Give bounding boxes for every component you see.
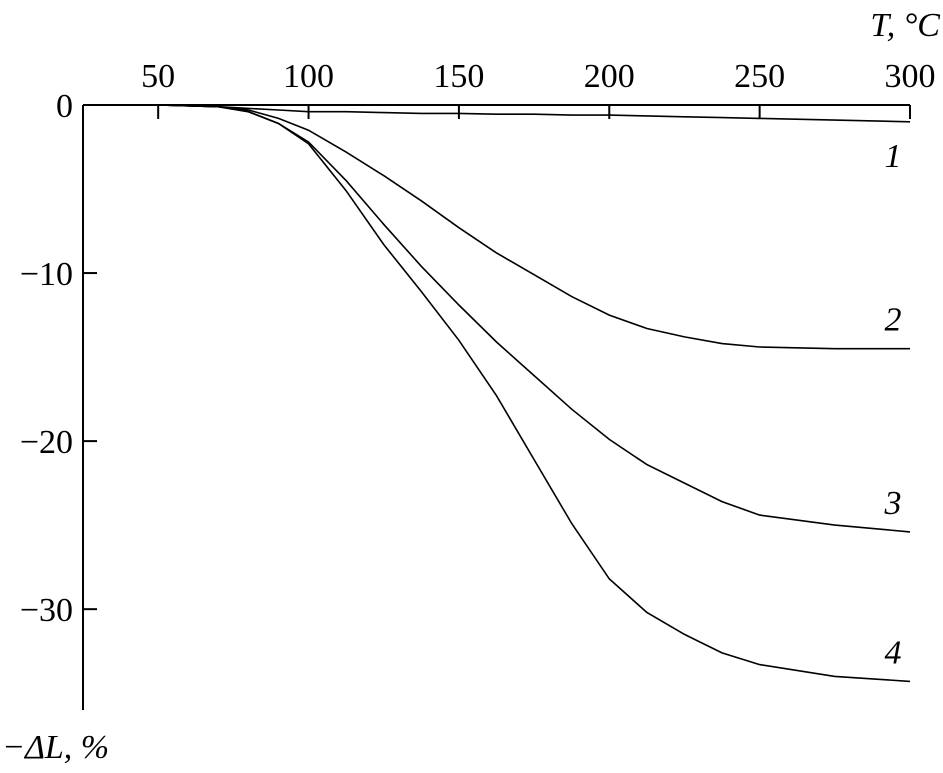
series-line	[83, 104, 910, 350]
x-tick-label: 50	[141, 58, 175, 95]
x-tick-label: 100	[283, 58, 334, 95]
series-label: 1	[885, 138, 902, 175]
y-tick-label: −20	[20, 424, 73, 461]
x-tick-label: 200	[584, 58, 635, 95]
y-tick-label: −10	[20, 256, 73, 293]
y-axis-label: −ΔL, %	[2, 729, 109, 766]
series-line	[83, 104, 911, 533]
y-tick-label: 0	[56, 88, 73, 125]
x-tick-label: 250	[734, 58, 785, 95]
x-axis-label: T, °C	[870, 7, 940, 44]
series-label: 4	[885, 634, 902, 671]
x-tick-label: 150	[433, 58, 484, 95]
series-label: 3	[884, 485, 902, 522]
y-tick-label: −30	[20, 592, 73, 629]
series-label: 2	[885, 302, 902, 339]
series-line	[83, 104, 911, 123]
series-line	[83, 104, 911, 683]
x-tick-label: 300	[885, 58, 936, 95]
